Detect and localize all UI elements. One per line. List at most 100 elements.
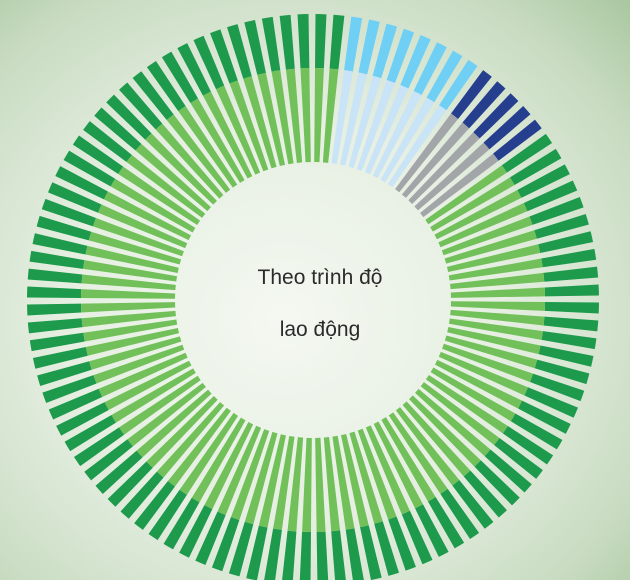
outer-ring-segment — [439, 59, 478, 111]
inner-ring-segment — [257, 72, 286, 167]
outer-ring-segment — [316, 531, 329, 580]
outer-ring-segment — [63, 150, 116, 187]
outer-ring-segment — [119, 82, 163, 130]
outer-ring-segment — [462, 81, 506, 129]
outer-ring-segment — [246, 525, 268, 580]
inner-ring-segment — [388, 412, 448, 494]
outer-ring-segment — [27, 268, 83, 284]
inner-ring-segment — [381, 417, 436, 502]
outer-ring-segment — [120, 471, 164, 519]
outer-ring-segment — [440, 488, 480, 540]
outer-ring-segment — [524, 387, 578, 418]
inner-ring-segment — [380, 97, 435, 183]
outer-ring-segment — [95, 450, 143, 494]
outer-ring-segment — [211, 517, 240, 572]
inner-ring-segment — [110, 178, 196, 233]
inner-ring-segment — [258, 434, 286, 528]
inner-ring-segment — [229, 80, 269, 172]
inner-ring-segment — [119, 375, 201, 435]
inner-ring-segment — [243, 76, 277, 169]
inner-ring-segment — [204, 421, 254, 510]
inner-ring-segment — [450, 309, 545, 326]
inner-ring-segment — [430, 367, 516, 422]
outer-ring-segment — [463, 470, 507, 518]
inner-ring-segment — [190, 98, 245, 183]
outer-ring-segment — [494, 438, 543, 479]
outer-ring-segment — [84, 439, 133, 481]
outer-ring-segment — [541, 331, 597, 350]
outer-ring-segment — [538, 231, 594, 253]
inner-ring-segment — [98, 204, 188, 249]
inner-ring-segment — [273, 435, 295, 530]
inner-ring-segment — [442, 343, 534, 383]
inner-ring-segment — [302, 437, 312, 532]
outer-ring-segment — [517, 164, 570, 198]
outer-ring-segment — [148, 489, 187, 541]
outer-ring-segment — [400, 35, 431, 89]
inner-ring-segment — [300, 68, 311, 163]
inner-ring-segment — [372, 90, 422, 179]
inner-ring-segment — [444, 335, 538, 369]
center-label-line-1: Theo trình độ — [257, 266, 383, 289]
outer-ring-segment — [227, 24, 252, 79]
inner-ring-segment — [118, 166, 201, 226]
inner-ring-segment — [415, 388, 491, 457]
outer-ring-segment — [413, 42, 447, 95]
inner-ring-segment — [425, 374, 508, 434]
inner-ring-segment — [425, 165, 507, 225]
outer-ring-segment — [179, 505, 213, 558]
outer-ring-segment — [261, 16, 281, 72]
inner-ring-segment — [332, 435, 355, 530]
inner-ring-segment — [446, 244, 541, 273]
inner-ring-segment — [420, 153, 499, 218]
inner-ring-segment — [126, 154, 206, 218]
outer-ring-segment — [510, 413, 563, 450]
inner-ring-segment — [349, 431, 383, 524]
outer-ring-segment — [132, 71, 174, 120]
inner-ring-segment — [434, 190, 522, 240]
inner-ring-segment — [447, 327, 541, 355]
outer-ring-segment — [501, 133, 553, 173]
inner-ring-segment — [448, 258, 543, 281]
inner-ring-segment — [438, 351, 528, 396]
inner-ring-segment — [85, 245, 179, 273]
outer-ring-segment — [297, 14, 310, 69]
inner-ring-segment — [103, 191, 192, 241]
outer-ring-segment — [484, 449, 532, 493]
outer-ring-segment — [83, 121, 132, 162]
outer-ring-segment — [210, 29, 238, 84]
inner-ring-segment — [136, 389, 212, 458]
outer-ring-segment — [282, 530, 297, 580]
outer-ring-segment — [32, 347, 88, 369]
inner-ring-segment — [88, 231, 182, 265]
inner-ring-segment — [373, 421, 423, 509]
outer-ring-segment — [534, 359, 590, 385]
inner-ring — [81, 68, 545, 532]
outer-ring-segment — [195, 511, 226, 565]
inner-ring-segment — [217, 425, 262, 515]
outer-ring-segment — [374, 521, 399, 576]
outer-ring-segment — [29, 332, 85, 352]
inner-ring-segment — [450, 301, 545, 311]
inner-ring-segment — [340, 72, 368, 166]
outer-ring-segment — [426, 50, 463, 103]
outer-ring-segment — [161, 51, 199, 104]
inner-ring-segment — [191, 417, 246, 503]
outer-ring-segment — [541, 248, 597, 268]
outer-ring-segment — [193, 35, 225, 90]
inner-ring-segment — [155, 123, 224, 199]
inner-ring-segment — [203, 91, 253, 179]
inner-ring-segment — [314, 68, 324, 163]
center-label-line-2: lao động — [279, 318, 361, 341]
inner-ring-segment — [340, 433, 369, 528]
inner-ring-segment — [331, 70, 353, 165]
outer-ring-segment — [473, 93, 519, 139]
inner-ring-segment — [356, 79, 396, 171]
inner-ring-segment — [408, 132, 480, 204]
outer-ring-segment — [27, 303, 82, 316]
outer-ring-segment — [451, 70, 492, 119]
inner-ring-segment — [81, 289, 176, 299]
outer-ring-segment — [372, 23, 398, 79]
outer-ring-segment — [279, 14, 295, 70]
